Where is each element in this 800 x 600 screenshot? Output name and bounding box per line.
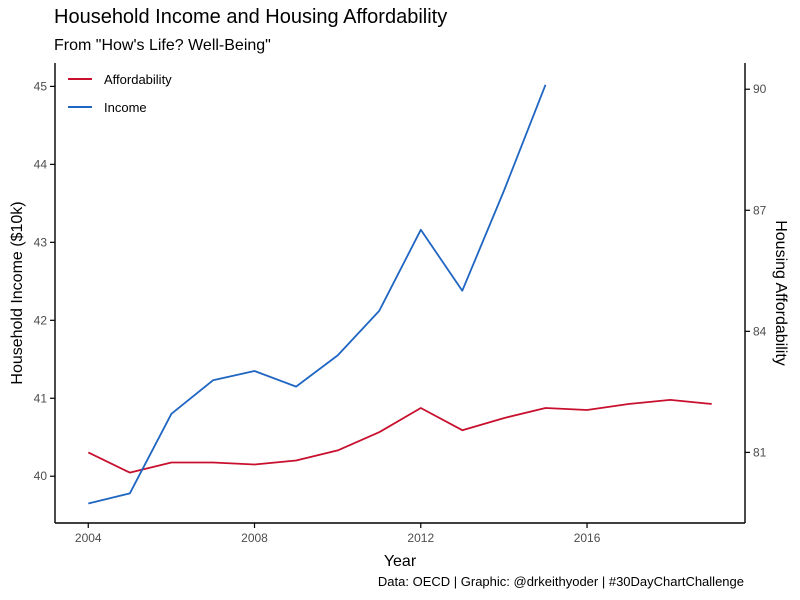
chart-subtitle: From "How's Life? Well-Being": [54, 37, 271, 54]
y-left-tick-label: 42: [34, 313, 48, 327]
series-line-affordability: [87, 398, 712, 474]
ticks-layer: 2004 2008 2012 2016 40 41 42 43 44 45 81 84 87 90: [34, 79, 767, 545]
x-tick-label: 2008: [241, 531, 268, 545]
y-left-axis-title: Household Income ($10k): [9, 201, 26, 384]
x-tick-label: 2004: [75, 531, 102, 545]
y-left-tick-label: 45: [34, 79, 48, 93]
chart-caption: Data: OECD | Graphic: @drkeithyoder | #3…: [377, 574, 744, 589]
y-right-tick-label: 87: [753, 203, 767, 217]
series-layer: [87, 84, 712, 505]
axes-layer: [54, 63, 746, 524]
x-axis-title: Year: [384, 553, 417, 570]
y-left-tick-label: 41: [34, 391, 48, 405]
y-right-axis-title: Housing Affordability: [772, 220, 789, 366]
y-right-tick-label: 84: [753, 324, 767, 338]
legend-label-income: Income: [104, 100, 147, 115]
series-line-income: [88, 84, 547, 505]
legend-label-affordability: Affordability: [104, 72, 172, 87]
y-right-tick-label: 90: [753, 82, 767, 96]
y-left-tick-label: 43: [34, 235, 48, 249]
chart-title: Household Income and Housing Affordabili…: [54, 6, 448, 28]
y-right-tick-label: 81: [753, 445, 767, 459]
x-tick-label: 2016: [574, 531, 601, 545]
y-left-tick-label: 40: [34, 469, 48, 483]
legend: Affordability Income: [68, 72, 172, 115]
y-left-tick-label: 44: [34, 157, 48, 171]
x-tick-label: 2012: [407, 531, 434, 545]
